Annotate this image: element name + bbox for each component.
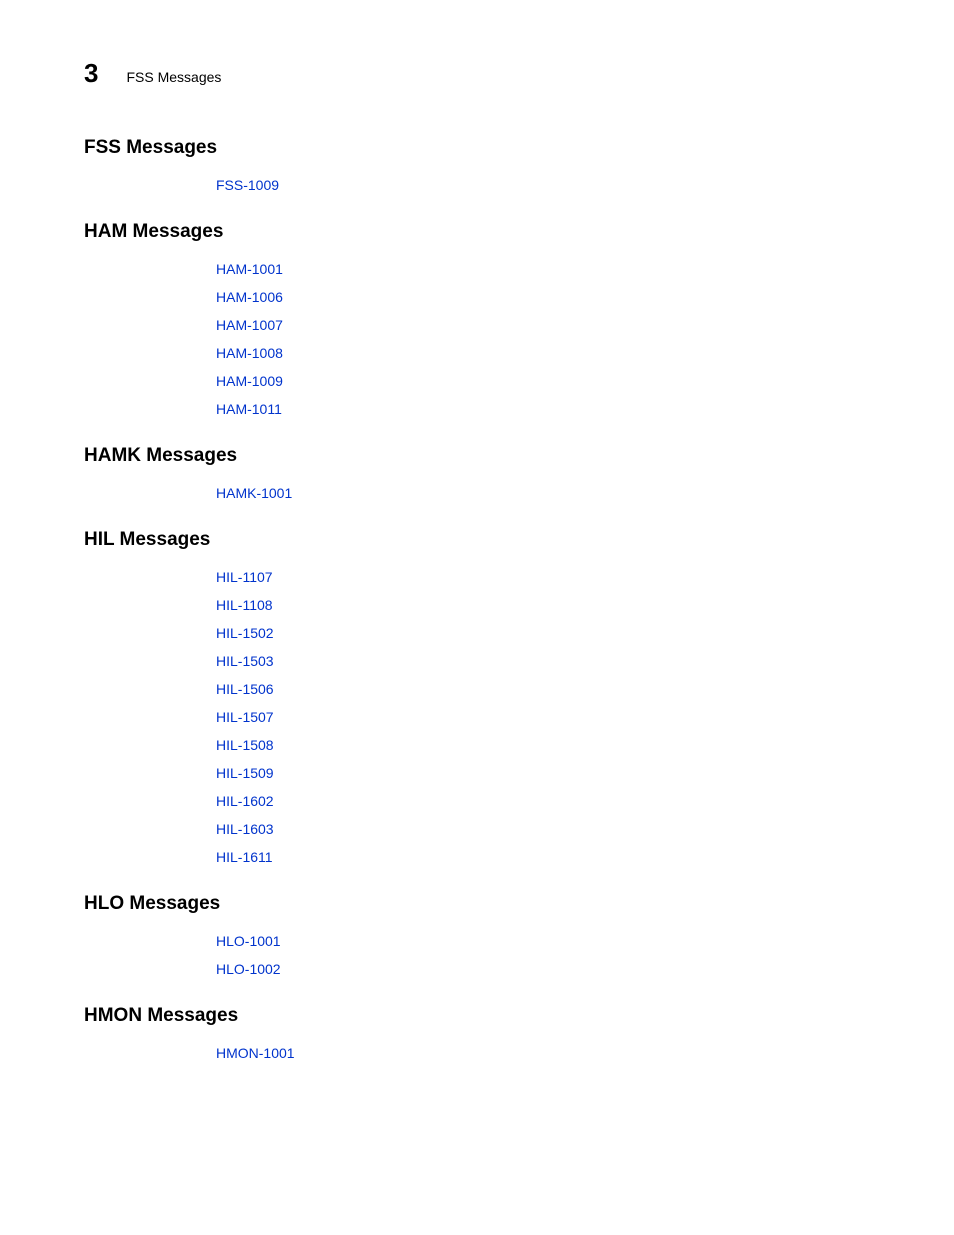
section-title: HIL Messages — [84, 529, 870, 551]
document-page: 3 FSS Messages FSS Messages FSS-1009 HAM M… — [0, 0, 954, 1235]
links-list: HMON-1001 — [84, 1045, 870, 1061]
message-link[interactable]: HIL-1602 — [216, 793, 870, 809]
links-list: HLO-1001 HLO-1002 — [84, 933, 870, 977]
message-section: HIL MessagesHIL-1107HIL-1108HIL-1502HIL-… — [84, 529, 870, 865]
links-list: HAMK-1001 — [84, 485, 870, 501]
message-link[interactable]: HLO-1002 — [216, 961, 870, 977]
message-link[interactable]: HIL-1507 — [216, 709, 870, 725]
message-link[interactable]: HIL-1611 — [216, 849, 870, 865]
section-title: HAMK Messages — [84, 445, 870, 467]
message-link[interactable]: HAM-1008 — [216, 345, 870, 361]
message-link[interactable]: HIL-1108 — [216, 597, 870, 613]
message-link[interactable]: HAM-1007 — [216, 317, 870, 333]
message-link[interactable]: HIL-1502 — [216, 625, 870, 641]
message-link[interactable]: HIL-1508 — [216, 737, 870, 753]
chapter-label: FSS Messages — [126, 69, 221, 85]
message-section: HAM MessagesHAM-1001HAM-1006HAM-1007HAM-… — [84, 221, 870, 417]
message-link[interactable]: HMON-1001 — [216, 1045, 870, 1061]
section-title: HMON Messages — [84, 1005, 870, 1027]
message-link[interactable]: HAM-1011 — [216, 401, 870, 417]
message-link[interactable]: HAM-1009 — [216, 373, 870, 389]
sections-container: FSS Messages FSS-1009 HAM Messages HAM-1001… — [84, 137, 870, 1061]
message-link[interactable]: HIL-1107 — [216, 569, 870, 585]
message-link[interactable]: HIL-1506 — [216, 681, 870, 697]
links-list: HAM-1001 HAM-1006 HAM-1007 HAM-1008 HAM-1009… — [84, 261, 870, 417]
message-link[interactable]: HAM-1006 — [216, 289, 870, 305]
page-header: 3 FSS Messages — [84, 58, 870, 89]
message-link[interactable]: HIL-1503 — [216, 653, 870, 669]
message-link[interactable]: HAMK-1001 — [216, 485, 870, 501]
message-section: HAMK Messages HAMK-1001 — [84, 445, 870, 501]
links-list: HIL-1107 HIL-1108 HIL-1502 HIL-1503 HIL-1506… — [84, 569, 870, 865]
section-title: FSS Messages — [84, 137, 870, 159]
message-section: HMON Messages HMON-1001 — [84, 1005, 870, 1061]
message-link[interactable]: FSS-1009 — [216, 177, 870, 193]
message-link[interactable]: HAM-1001 — [216, 261, 870, 277]
message-link[interactable]: HIL-1509 — [216, 765, 870, 781]
links-list: FSS-1009 — [84, 177, 870, 193]
message-link[interactable]: HLO-1001 — [216, 933, 870, 949]
message-section: FSS Messages FSS-1009 — [84, 137, 870, 193]
message-section: HLO Messages HLO-1001 HLO-1002 — [84, 893, 870, 977]
chapter-number: 3 — [84, 58, 98, 89]
section-title: HLO Messages — [84, 893, 870, 915]
message-link[interactable]: HIL-1603 — [216, 821, 870, 837]
section-title: HAM Messages — [84, 221, 870, 243]
